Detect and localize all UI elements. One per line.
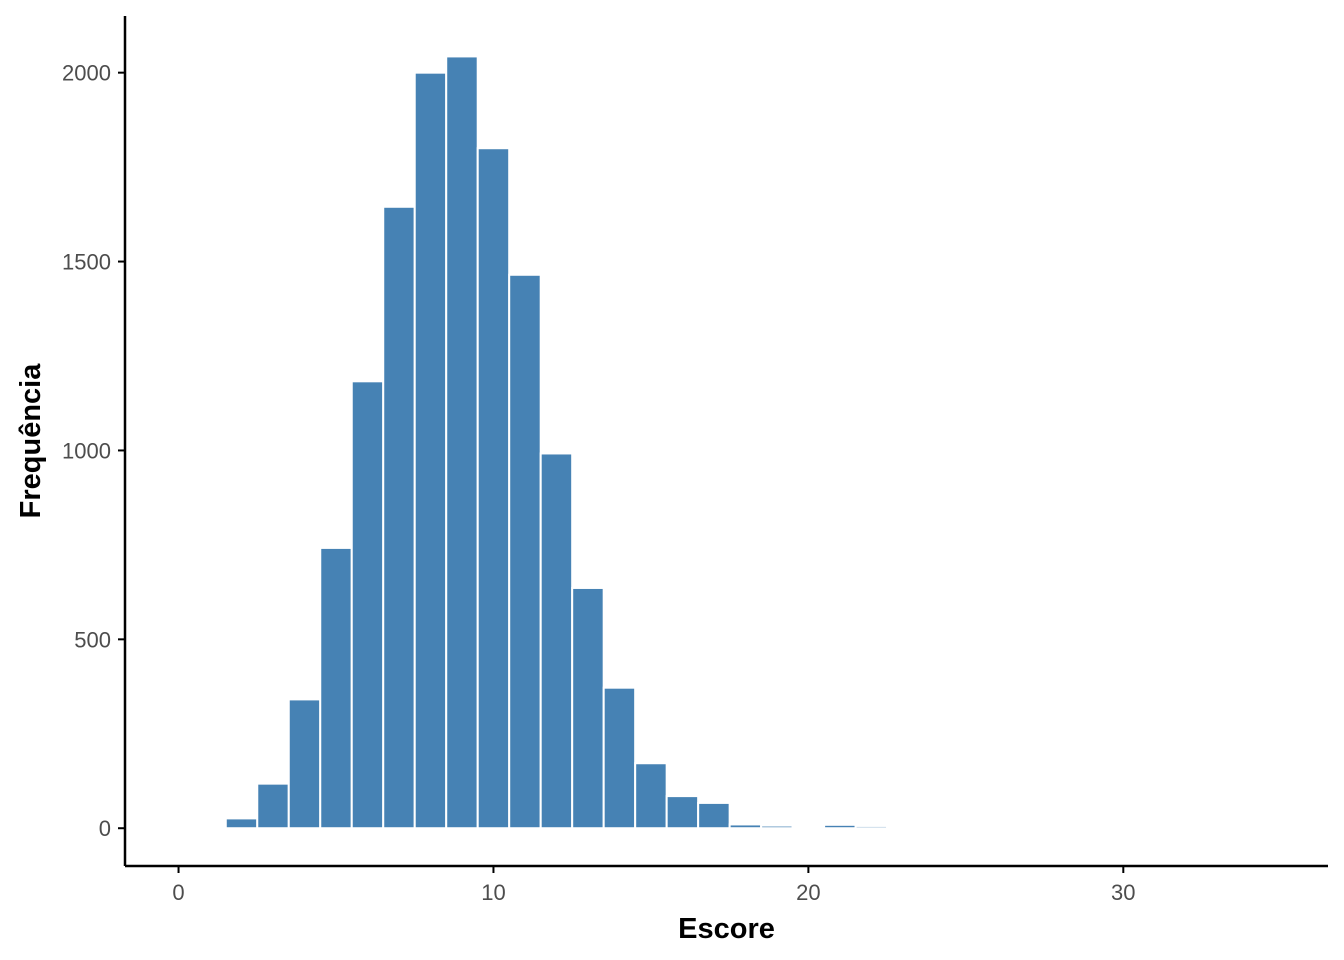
histogram-bar	[319, 546, 353, 830]
histogram-bar	[382, 205, 416, 830]
histogram-bar	[697, 801, 731, 830]
histogram-bar	[287, 698, 322, 830]
x-tick-label: 30	[1111, 880, 1135, 905]
y-tick-label: 0	[99, 816, 111, 841]
histogram-bar	[823, 823, 857, 830]
histogram-bar	[886, 825, 920, 830]
x-tick-label: 10	[481, 880, 505, 905]
histogram-bar	[413, 71, 448, 830]
x-tick-label: 20	[796, 880, 820, 905]
axes-group	[123, 16, 1328, 868]
histogram-bar	[224, 817, 259, 830]
histogram-bar	[571, 586, 605, 830]
histogram-bar	[917, 826, 952, 830]
histogram-bar	[634, 762, 668, 830]
histogram-bar	[665, 795, 700, 830]
y-tick-label: 2000	[62, 61, 111, 86]
histogram-bar	[476, 147, 511, 830]
x-axis-title: Escore	[678, 913, 775, 945]
histogram-bar	[256, 782, 290, 830]
histogram-bar	[602, 686, 637, 830]
histogram-bar	[508, 273, 542, 830]
bars-group	[224, 55, 952, 830]
histogram-bar	[445, 55, 479, 830]
histogram-bar	[350, 380, 385, 830]
y-tick-label: 1000	[62, 438, 111, 463]
x-ticks-group: 0 10 20 30	[172, 866, 1136, 905]
x-tick-label: 0	[172, 880, 184, 905]
histogram-bar	[854, 824, 889, 830]
y-tick-label: 1500	[62, 250, 111, 275]
y-axis-title: Frequência	[15, 363, 47, 519]
y-tick-label: 500	[74, 627, 111, 652]
histogram-bar	[760, 824, 794, 830]
histogram-bar	[539, 452, 574, 830]
histogram-bar	[791, 825, 826, 830]
histogram-bar	[728, 823, 763, 830]
y-ticks-group: 0 500 1000 1500 2000	[62, 61, 125, 841]
